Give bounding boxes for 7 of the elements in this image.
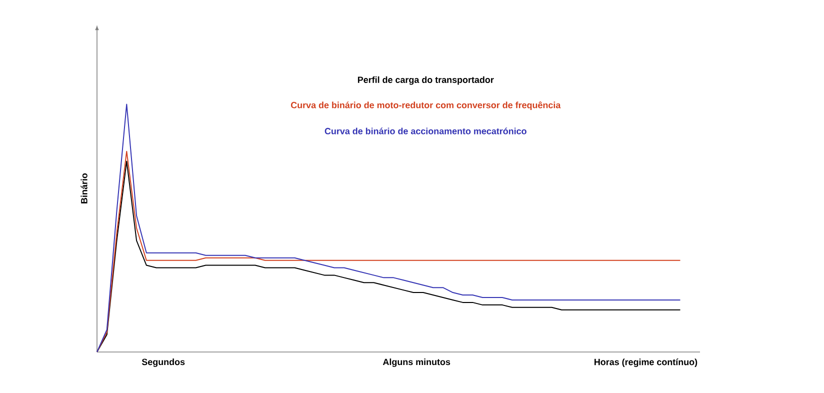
y-axis-title: Binário bbox=[80, 173, 88, 204]
text: Alguns minutos bbox=[382, 358, 450, 367]
text: Segundos bbox=[142, 358, 185, 367]
text: Horas (regime contínuo) bbox=[594, 358, 698, 367]
text: Curva de binário de accionamento mecatrónico bbox=[324, 128, 526, 134]
text: Perfil de carga do transportador bbox=[358, 76, 494, 85]
text: Curva de binário de moto-redutor com conversor de frequência bbox=[290, 101, 561, 110]
